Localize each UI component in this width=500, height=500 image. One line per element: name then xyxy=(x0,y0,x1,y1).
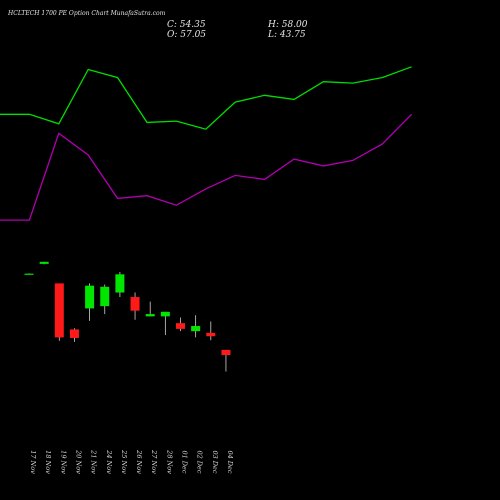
x-tick-label: 24 Nov xyxy=(105,449,113,474)
x-tick-label: 21 Nov xyxy=(90,449,98,474)
x-tick-label: 01 Dec xyxy=(181,450,189,473)
low-readout: L: 43.75 xyxy=(268,30,306,40)
candle-body xyxy=(206,332,216,337)
candle-body xyxy=(145,314,155,317)
candle-body xyxy=(221,349,231,355)
open-readout: O: 57.05 xyxy=(167,30,207,40)
high-readout: H: 58.00 xyxy=(268,20,308,30)
x-tick-label: 19 Nov xyxy=(59,450,67,474)
candle-body xyxy=(130,297,140,311)
x-tick-label: 17 Nov xyxy=(29,450,37,474)
close-readout: C: 54.35 xyxy=(167,20,206,30)
candle-body xyxy=(176,323,185,329)
x-tick-label: 25 Nov xyxy=(120,449,128,474)
candle-body xyxy=(160,311,170,317)
candle-body xyxy=(69,329,79,338)
x-tick-label: 04 Dec xyxy=(226,450,234,473)
x-tick-label: 26 Nov xyxy=(135,449,143,474)
x-tick-label: 20 Nov xyxy=(74,449,82,474)
series-line-green xyxy=(0,66,412,130)
candle-body xyxy=(115,274,125,293)
series-line-purple xyxy=(0,113,413,221)
candle-body xyxy=(85,285,95,309)
x-tick-label: 28 Nov xyxy=(165,449,173,474)
candle-body xyxy=(100,286,110,307)
x-tick-label: 18 Nov xyxy=(44,450,52,474)
x-tick-label: 03 Dec xyxy=(211,450,219,473)
candle-body xyxy=(191,326,201,332)
chart-title: HCLTECH 1700 PE Option Chart MunafaSutra… xyxy=(8,10,166,17)
x-tick-label: 27 Nov xyxy=(150,449,158,474)
x-tick-label: 02 Dec xyxy=(196,450,204,473)
candle-body xyxy=(54,283,64,338)
candle-body xyxy=(39,261,49,264)
candle-body xyxy=(24,273,34,275)
